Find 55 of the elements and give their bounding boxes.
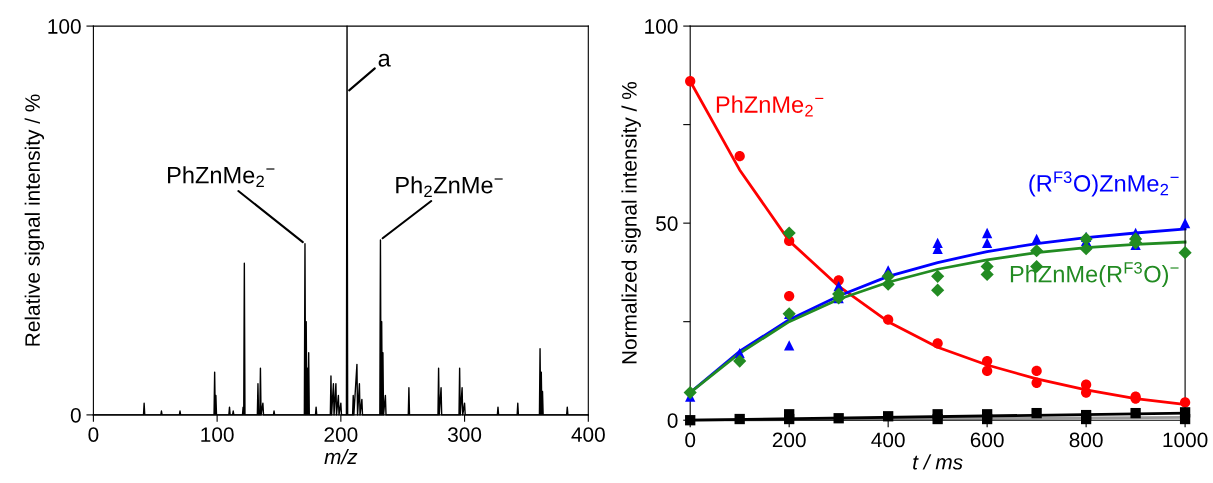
- point: [784, 340, 795, 351]
- y-tick-label: 50: [656, 216, 678, 231]
- point: [1179, 397, 1191, 408]
- point: [784, 290, 795, 302]
- x-axis-title: t / ms: [913, 454, 963, 470]
- y-tick-label: 100: [645, 19, 678, 34]
- point: [981, 227, 993, 239]
- x-tick-label: 400: [571, 427, 605, 443]
- x-tick-label: 200: [772, 432, 806, 448]
- point: [1178, 246, 1192, 260]
- point: [685, 76, 696, 87]
- point: [683, 386, 697, 400]
- x-tick-label: 300: [448, 427, 482, 443]
- series-label: PhZnMe(R$^{F3}$O)$^{−}$: [1010, 261, 1179, 288]
- x-tick-label: 100: [201, 427, 234, 443]
- x-tick-label: 0: [88, 427, 99, 443]
- point: [1130, 407, 1141, 419]
- annotation: PhZnMe$_{2}$$^{−}$: [168, 166, 275, 187]
- y-tick-label: 0: [667, 413, 678, 428]
- x-tick-label: 0: [685, 432, 696, 448]
- point: [1079, 242, 1093, 256]
- annotation: a: [378, 53, 391, 67]
- point: [931, 269, 945, 283]
- x-tick-label: 600: [970, 432, 1004, 448]
- point: [883, 411, 894, 422]
- point: [1031, 365, 1042, 377]
- point: [1031, 377, 1042, 388]
- point: [733, 354, 747, 368]
- point: [883, 314, 894, 325]
- x-tick-label: 800: [1069, 432, 1103, 448]
- x-tick-label: 400: [871, 432, 905, 448]
- x-tick-label: 1000: [1163, 432, 1208, 448]
- point: [1031, 407, 1042, 419]
- point: [981, 355, 993, 367]
- point: [734, 150, 745, 162]
- point: [833, 413, 844, 424]
- series-label: PhZnMe$_{2}$$^{−}$: [716, 95, 824, 117]
- y-axis-title: Relative signal intensity / %: [24, 94, 45, 346]
- y-axis-title: Normalized signal intensity / %: [621, 82, 641, 364]
- x-axis-title: m/z: [324, 448, 358, 465]
- point: [1030, 244, 1044, 258]
- point: [1179, 218, 1191, 229]
- point: [1080, 387, 1092, 398]
- point: [784, 413, 795, 425]
- x-tick-label: 200: [324, 427, 358, 443]
- series-label: (R$^{F3}$O)ZnMe$_{2}$$^{−}$: [1029, 171, 1179, 197]
- point: [931, 283, 945, 297]
- point: [932, 338, 943, 349]
- point: [782, 226, 796, 240]
- annotation: Ph$_{2}$ZnMe$^{−}$: [396, 176, 503, 197]
- point: [981, 413, 993, 425]
- point: [932, 413, 943, 425]
- point: [981, 237, 993, 248]
- point: [981, 365, 993, 377]
- point: [734, 413, 745, 425]
